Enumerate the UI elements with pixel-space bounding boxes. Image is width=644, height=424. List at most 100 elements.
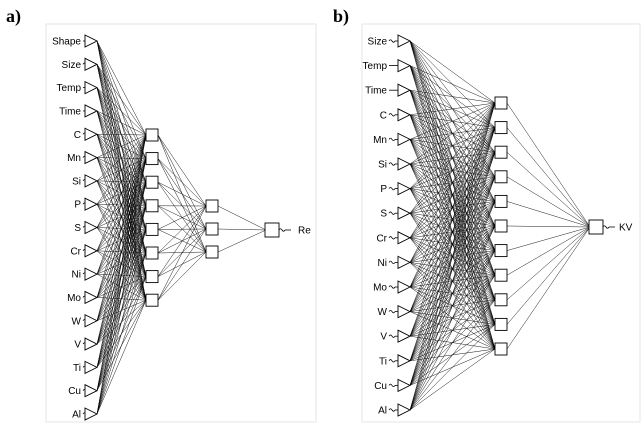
- input-label: Ni: [378, 258, 387, 269]
- input-connector: [388, 334, 396, 338]
- panel-b-connections: [409, 40, 591, 411]
- input-label: P: [74, 200, 81, 211]
- connection-edge: [409, 152, 496, 411]
- hidden-neuron: [494, 170, 508, 184]
- connection-edge: [506, 176, 591, 228]
- connection-edge: [409, 102, 496, 189]
- input-neuron: [397, 255, 412, 270]
- panel-a: a) Shape Size Temp Time C Mn Si P S Cr Ni Mo W V Ti Cu A…: [6, 6, 317, 423]
- connection-edge: [157, 229, 207, 253]
- input-neuron: [397, 304, 412, 319]
- connection-edge: [157, 205, 207, 254]
- input-label: Mn: [67, 153, 81, 164]
- connection-edge: [96, 134, 147, 298]
- hidden-neuron: [145, 293, 159, 307]
- connection-edge: [96, 134, 147, 228]
- hidden-neuron: [494, 293, 508, 307]
- output-neuron: [588, 219, 604, 235]
- input-label: C: [380, 110, 387, 121]
- hidden-neuron: [494, 342, 508, 356]
- connection-edge: [506, 226, 591, 325]
- hidden-neuron: [145, 199, 159, 213]
- input-label: Si: [72, 176, 81, 187]
- connection-edge: [409, 348, 496, 411]
- input-connector: [388, 137, 396, 142]
- input-neuron: [397, 157, 412, 171]
- connection-edge: [409, 102, 496, 386]
- input-label: Time: [365, 86, 387, 97]
- connection-edge: [96, 40, 147, 136]
- connection-edge: [409, 40, 496, 104]
- input-neuron: [84, 34, 99, 48]
- connection-edge: [157, 205, 207, 230]
- output-neuron: [264, 222, 280, 238]
- panel-a-neurons: Shape Size Temp Time C Mn Si P S Cr Ni Mo W V Ti Cu Al Re: [52, 34, 311, 421]
- panel-b: b) Size Temp Time C Mn Si P S Cr Ni Mo W V Ti Cu Al KV: [333, 6, 641, 423]
- input-neuron: [397, 206, 412, 220]
- input-neuron: [84, 104, 99, 118]
- input-connector: [388, 309, 396, 314]
- input-neuron: [397, 378, 412, 393]
- connection-edge: [409, 89, 496, 104]
- input-connector: [388, 39, 396, 43]
- input-connector: [388, 260, 396, 265]
- input-neuron: [397, 354, 412, 368]
- input-neuron: [397, 83, 412, 97]
- connection-edge: [409, 102, 496, 140]
- input-label: C: [74, 130, 81, 141]
- connection-edge: [506, 226, 591, 300]
- connection-edge: [506, 127, 591, 228]
- connection-edge: [157, 181, 207, 207]
- connection-edge: [96, 134, 147, 415]
- connection-edge: [96, 134, 147, 275]
- input-connector: [388, 236, 396, 240]
- input-label: V: [74, 340, 81, 351]
- input-neuron: [84, 267, 99, 281]
- hidden-neuron: [494, 244, 508, 258]
- input-neuron: [84, 127, 99, 141]
- input-connector: [388, 383, 396, 388]
- input-neuron: [397, 329, 412, 343]
- connection-edge: [409, 102, 496, 337]
- input-neuron: [84, 314, 99, 328]
- input-neuron: [84, 244, 99, 258]
- input-neuron: [84, 383, 99, 398]
- connection-edge: [96, 134, 147, 321]
- connection-edge: [157, 158, 207, 230]
- connection-edge: [217, 229, 267, 253]
- connection-edge: [506, 102, 591, 228]
- input-label: Ti: [379, 356, 387, 367]
- input-neuron: [397, 132, 412, 147]
- input-connector: [388, 186, 396, 191]
- connection-edge: [409, 299, 496, 411]
- connection-edge: [506, 201, 591, 228]
- connection-edge: [506, 225, 591, 228]
- hidden-neuron: [494, 96, 508, 110]
- input-label: Mn: [373, 135, 387, 146]
- connection-edge: [96, 300, 147, 415]
- input-label: Temp: [363, 61, 388, 72]
- input-neuron: [84, 360, 99, 375]
- connection-edge: [157, 182, 207, 230]
- input-label: Si: [378, 160, 387, 171]
- connection-edge: [96, 182, 147, 415]
- input-connector: [388, 285, 396, 289]
- input-neuron: [84, 197, 99, 211]
- input-neuron: [397, 34, 412, 48]
- hidden-neuron: [145, 152, 159, 166]
- connection-edge: [96, 229, 147, 415]
- input-label: V: [380, 332, 387, 343]
- input-connector: [388, 113, 396, 117]
- connection-edge: [506, 226, 591, 276]
- connection-edge: [96, 134, 147, 205]
- input-label: S: [380, 209, 387, 220]
- connection-edge: [409, 176, 496, 411]
- connection-edge: [96, 158, 147, 415]
- connection-edge: [157, 228, 207, 301]
- input-label: Ti: [73, 363, 81, 374]
- connection-edge: [157, 158, 207, 207]
- connection-edge: [409, 65, 496, 104]
- connection-edge: [157, 134, 207, 207]
- connection-edge: [96, 134, 147, 158]
